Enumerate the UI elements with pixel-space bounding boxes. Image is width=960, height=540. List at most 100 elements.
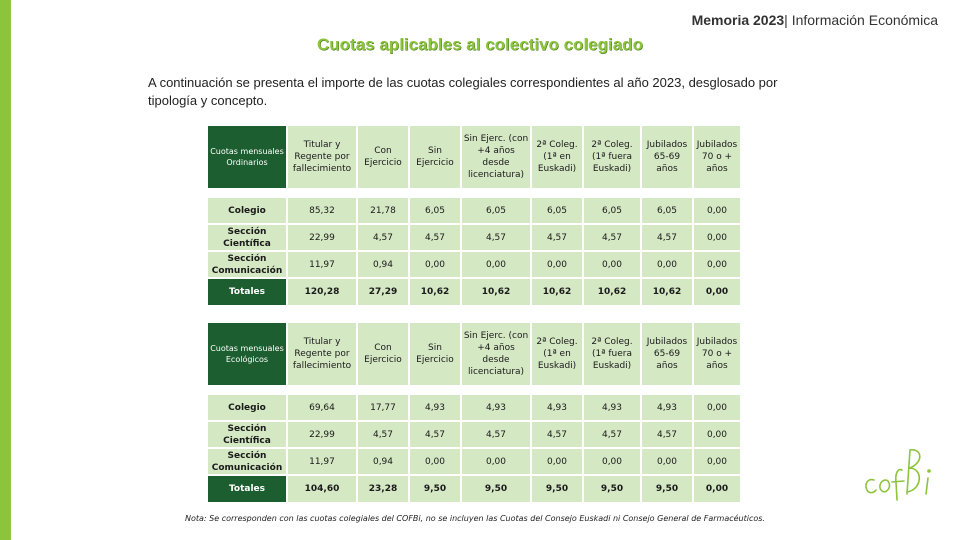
table-cell: 6,05 bbox=[642, 198, 692, 223]
column-header: Jubilados 65-69 años bbox=[642, 126, 692, 188]
table-cell: 4,93 bbox=[410, 395, 460, 420]
header-separator: | bbox=[784, 12, 788, 28]
table-cell: 0,00 bbox=[694, 198, 740, 223]
column-header: Sin Ejercicio bbox=[410, 323, 460, 385]
total-cell: 9,50 bbox=[532, 476, 582, 502]
table-cell: 4,57 bbox=[462, 422, 530, 447]
table-cell: 4,93 bbox=[532, 395, 582, 420]
table-cell: 0,00 bbox=[532, 449, 582, 474]
table-cell: 17,77 bbox=[358, 395, 408, 420]
intro-paragraph: A continuación se presenta el importe de… bbox=[148, 75, 778, 108]
column-header: 2ª Coleg. (1ª en Euskadi) bbox=[532, 323, 582, 385]
total-cell: 27,29 bbox=[358, 279, 408, 305]
table-cell: 0,00 bbox=[410, 449, 460, 474]
table-cell: 4,57 bbox=[358, 225, 408, 250]
fees-table-ordinarios: Cuotas mensuales Ordinarios Titular y Re… bbox=[206, 124, 742, 307]
total-cell: 10,62 bbox=[410, 279, 460, 305]
table-cell: 0,94 bbox=[358, 252, 408, 277]
row-label: Sección Científica bbox=[208, 225, 286, 250]
total-cell: 9,50 bbox=[410, 476, 460, 502]
column-header: Jubilados 65-69 años bbox=[642, 323, 692, 385]
table-cell: 4,93 bbox=[462, 395, 530, 420]
totals-row: Totales 120,28 27,29 10,62 10,62 10,62 1… bbox=[208, 279, 740, 305]
left-accent-bar bbox=[0, 0, 11, 540]
cofbi-logo-icon bbox=[865, 449, 931, 501]
table-cell: 69,64 bbox=[288, 395, 356, 420]
table-row: Sección Científica 22,99 4,57 4,57 4,57 … bbox=[208, 422, 740, 447]
totals-row: Totales 104,60 23,28 9,50 9,50 9,50 9,50… bbox=[208, 476, 740, 502]
table-cell: 0,00 bbox=[694, 422, 740, 447]
table-row: Sección Científica 22,99 4,57 4,57 4,57 … bbox=[208, 225, 740, 250]
table-cell: 0,00 bbox=[694, 225, 740, 250]
table-row: Sección Comunicación 11,97 0,94 0,00 0,0… bbox=[208, 449, 740, 474]
totals-label: Totales bbox=[208, 279, 286, 305]
row-label: Colegio bbox=[208, 198, 286, 223]
column-header: Titular y Regente por fallecimiento bbox=[288, 323, 356, 385]
table-cell: 4,93 bbox=[584, 395, 640, 420]
column-header: Sin Ejercicio bbox=[410, 126, 460, 188]
table-row: Colegio 85,32 21,78 6,05 6,05 6,05 6,05 … bbox=[208, 198, 740, 223]
table-cell: 0,94 bbox=[358, 449, 408, 474]
table-row: Sección Comunicación 11,97 0,94 0,00 0,0… bbox=[208, 252, 740, 277]
table-cell: 4,57 bbox=[532, 225, 582, 250]
table-cell: 4,57 bbox=[532, 422, 582, 447]
column-header: Sin Ejerc. (con +4 años desde licenciatu… bbox=[462, 126, 530, 188]
table-cell: 6,05 bbox=[532, 198, 582, 223]
table-cell: 11,97 bbox=[288, 252, 356, 277]
table-cell: 6,05 bbox=[584, 198, 640, 223]
table-cell: 4,57 bbox=[584, 225, 640, 250]
page-header: Memoria 2023| Información Económica bbox=[692, 12, 938, 28]
table-cell: 0,00 bbox=[462, 449, 530, 474]
header-section: Información Económica bbox=[787, 12, 938, 28]
total-cell: 10,62 bbox=[642, 279, 692, 305]
table-cell: 4,57 bbox=[358, 422, 408, 447]
column-header: Con Ejercicio bbox=[358, 323, 408, 385]
row-label: Sección Científica bbox=[208, 422, 286, 447]
total-cell: 10,62 bbox=[462, 279, 530, 305]
total-cell: 9,50 bbox=[462, 476, 530, 502]
table-cell: 6,05 bbox=[410, 198, 460, 223]
column-header: Titular y Regente por fallecimiento bbox=[288, 126, 356, 188]
column-header: Sin Ejerc. (con +4 años desde licenciatu… bbox=[462, 323, 530, 385]
table-cell: 4,57 bbox=[410, 422, 460, 447]
table-cell: 0,00 bbox=[532, 252, 582, 277]
header-report: Memoria 2023 bbox=[691, 12, 785, 28]
column-header: Con Ejercicio bbox=[358, 126, 408, 188]
total-cell: 9,50 bbox=[584, 476, 640, 502]
row-label: Sección Comunicación bbox=[208, 449, 286, 474]
table-cell: 0,00 bbox=[410, 252, 460, 277]
table-cell: 4,57 bbox=[462, 225, 530, 250]
row-spacer bbox=[208, 190, 740, 196]
total-cell: 10,62 bbox=[532, 279, 582, 305]
table-cell: 0,00 bbox=[462, 252, 530, 277]
row-spacer bbox=[208, 387, 740, 393]
total-cell: 0,00 bbox=[694, 476, 740, 502]
column-header: 2ª Coleg. (1ª fuera Euskadi) bbox=[584, 323, 640, 385]
total-cell: 9,50 bbox=[642, 476, 692, 502]
table-cell: 0,00 bbox=[694, 449, 740, 474]
row-label: Colegio bbox=[208, 395, 286, 420]
page-title: Cuotas aplicables al colectivo colegiado bbox=[317, 35, 643, 54]
table-cell: 22,99 bbox=[288, 422, 356, 447]
table-cell: 22,99 bbox=[288, 225, 356, 250]
table-corner-label: Cuotas mensuales Ordinarios bbox=[208, 126, 286, 188]
table-cell: 85,32 bbox=[288, 198, 356, 223]
table-cell: 4,57 bbox=[642, 422, 692, 447]
fees-table-ecologicos: Cuotas mensuales Ecológicos Titular y Re… bbox=[206, 321, 742, 504]
column-header: Jubilados 70 o + años bbox=[694, 323, 740, 385]
totals-label: Totales bbox=[208, 476, 286, 502]
table-cell: 4,57 bbox=[410, 225, 460, 250]
table-cell: 0,00 bbox=[694, 395, 740, 420]
table-cell: 21,78 bbox=[358, 198, 408, 223]
table-cell: 4,93 bbox=[642, 395, 692, 420]
column-header: 2ª Coleg. (1ª en Euskadi) bbox=[532, 126, 582, 188]
column-header: 2ª Coleg. (1ª fuera Euskadi) bbox=[584, 126, 640, 188]
footnote: Nota: Se corresponden con las cuotas col… bbox=[185, 514, 765, 523]
table-corner-label: Cuotas mensuales Ecológicos bbox=[208, 323, 286, 385]
table-cell: 0,00 bbox=[642, 449, 692, 474]
table-cell: 4,57 bbox=[642, 225, 692, 250]
total-cell: 10,62 bbox=[584, 279, 640, 305]
column-header: Jubilados 70 o + años bbox=[694, 126, 740, 188]
row-label: Sección Comunicación bbox=[208, 252, 286, 277]
table-cell: 4,57 bbox=[584, 422, 640, 447]
